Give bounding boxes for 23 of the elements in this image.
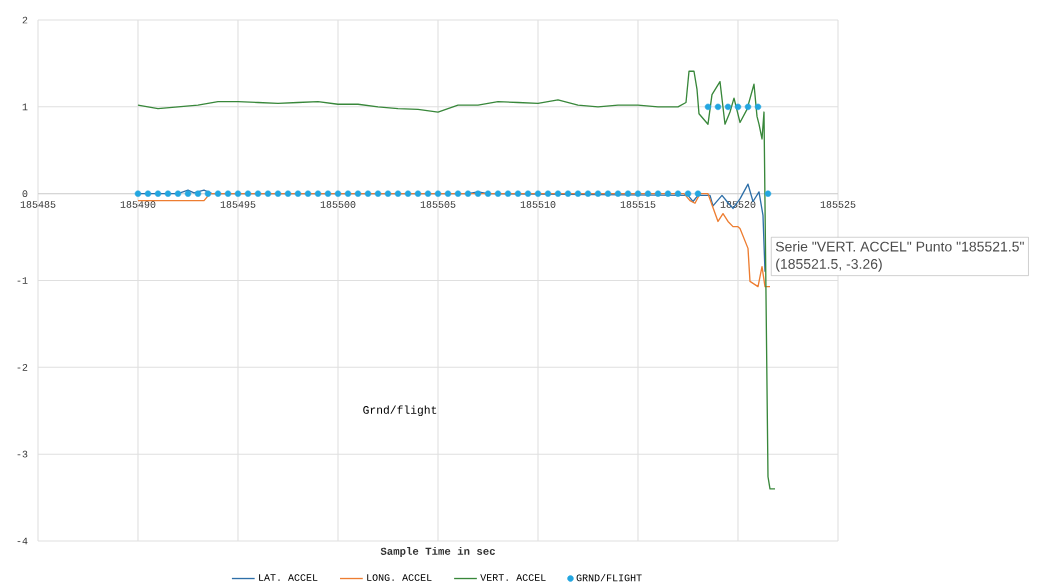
- legend-label: LAT. ACCEL: [259, 574, 318, 581]
- x-tick-label: 185485: [20, 201, 56, 208]
- annotation: Serie "VERT. ACCEL" Punto "185521.5": [775, 241, 1024, 252]
- x-tick-label: 185515: [620, 201, 656, 208]
- y-tick-label: -1: [17, 277, 28, 284]
- x-tick-label: 185525: [820, 201, 856, 208]
- x-tick-label: 185500: [320, 201, 356, 208]
- y-tick-label: 0: [22, 190, 28, 198]
- annotation: Grnd/flight: [363, 405, 437, 417]
- x-tick-label: 185490: [120, 201, 156, 208]
- x-tick-label: 185510: [520, 201, 556, 208]
- legend-label: GRND/FLIGHT: [576, 573, 642, 582]
- y-tick-label: 2: [22, 16, 28, 24]
- y-tick-label: 1: [22, 103, 28, 111]
- y-tick-label: -2: [17, 363, 28, 371]
- x-tick-label: 185505: [420, 201, 456, 208]
- annotation: (185521.5, -3.26): [776, 258, 882, 272]
- y-tick-label: -3: [17, 450, 28, 458]
- legend-label: LONG. ACCEL: [367, 574, 432, 581]
- x-axis-title: Sample Time in sec: [380, 547, 495, 557]
- y-tick-label: -4: [17, 537, 28, 545]
- legend-label: VERT. ACCEL: [480, 574, 546, 581]
- x-tick-label: 185495: [220, 201, 256, 208]
